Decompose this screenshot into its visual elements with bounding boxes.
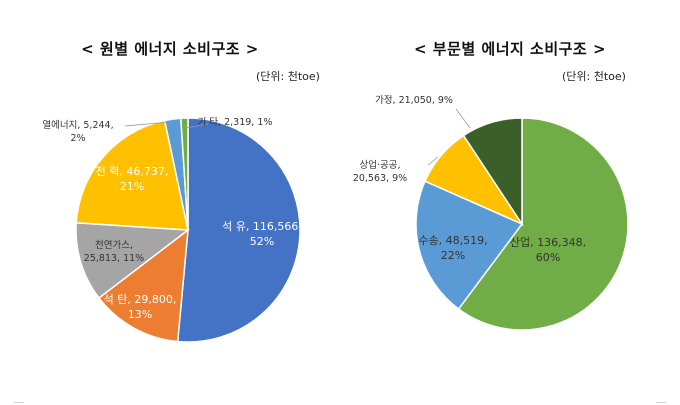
pie-slice (75, 222, 191, 299)
chart-title: < 원별 에너지 소비구조 > (81, 40, 259, 58)
data-label: 열에너지, 5,244, 2% (42, 120, 113, 144)
data-label: 상업·공공, 20,563, 9% (353, 159, 407, 184)
sector-energy-chart: < 부문별 에너지 소비구조 > (단위: 천toe) 산업, 136,348,… (340, 0, 680, 405)
source-energy-chart: < 원별 에너지 소비구조 > (단위: 천toe) 석 유, 116,566,… (42, 40, 320, 343)
page-corner-mark (14, 402, 24, 403)
leader-line (185, 123, 209, 129)
leader-line (124, 121, 171, 127)
data-label: 석 탄, 29,800, 13% (104, 293, 177, 321)
data-label: 전 력, 46,737, 21% (96, 165, 169, 193)
leader-line (455, 108, 471, 129)
pie-slice (176, 117, 301, 343)
data-label: 산업, 136,348, 60% (510, 236, 586, 264)
pie-slice (457, 117, 629, 331)
unit-note: (단위: 천toe) (256, 70, 320, 83)
leader-line (427, 156, 439, 166)
data-label: 가정, 21,050, 9% (375, 95, 453, 106)
data-label: 천연가스, 25,813, 11% (84, 240, 144, 264)
pie-slice (180, 117, 189, 231)
page-corner-mark (656, 402, 666, 403)
chart-title: < 부문별 에너지 소비구조 > (413, 40, 607, 58)
data-label: 기 타, 2,319, 1% (198, 117, 273, 128)
pie-chart-sector: 산업, 136,348, 60% 수송, 48,519, 22% 상업·공공, 20,56… (353, 95, 629, 331)
pie-slice (97, 228, 189, 343)
unit-note: (단위: 천toe) (562, 70, 626, 83)
pie-chart-source: 석 유, 116,566, 52% 석 탄, 29,800, 13% 천연가스, 25,8… (42, 117, 302, 343)
data-label: 수송, 48,519, 22% (418, 234, 487, 262)
pie-slice (462, 117, 523, 227)
data-label: 석 유, 116,566, 52% (222, 220, 302, 248)
